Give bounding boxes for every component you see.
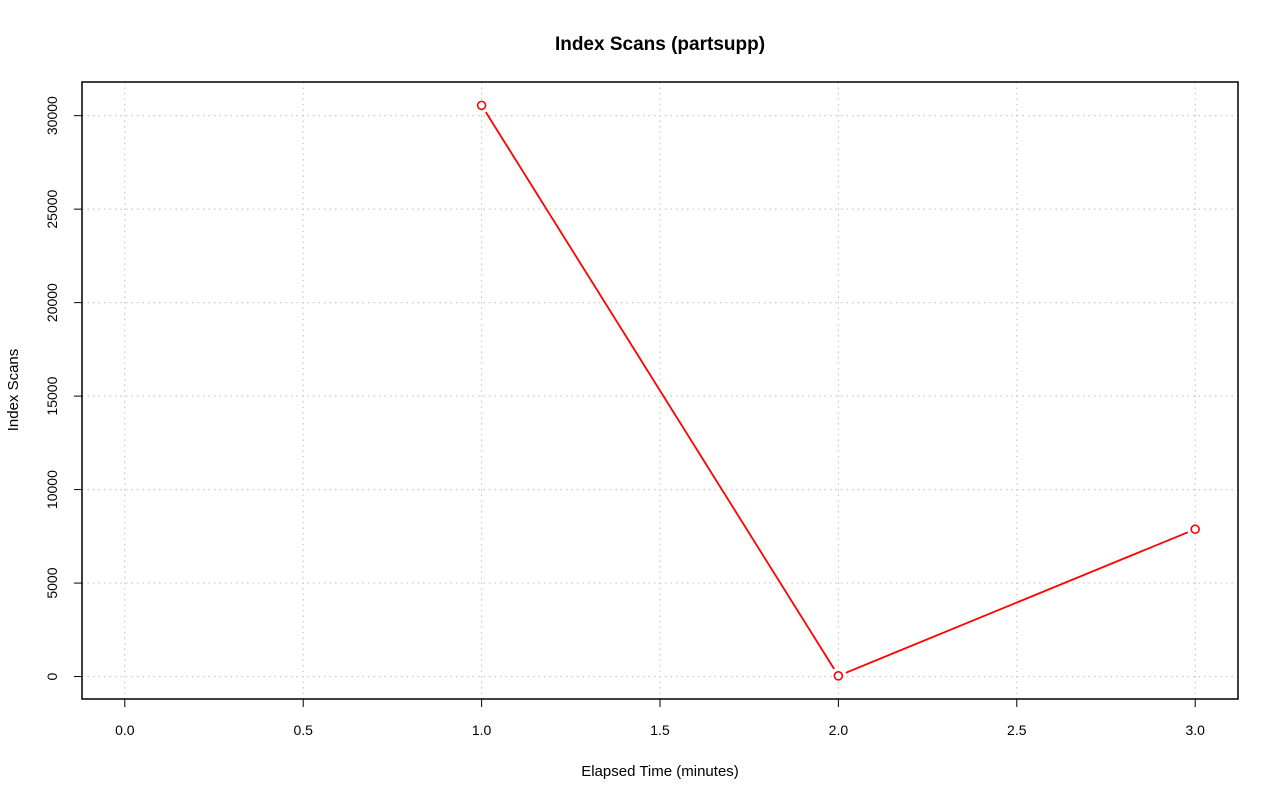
x-axis-label: Elapsed Time (minutes) — [581, 763, 739, 780]
chart-title: Index Scans (partsupp) — [555, 34, 765, 55]
y-tick-label: 25000 — [44, 189, 60, 228]
x-tick-label: 2.0 — [829, 722, 849, 738]
y-axis-label: Index Scans — [5, 349, 22, 432]
y-axis: 0 5000 10000 15000 20000 25000 30000 — [44, 96, 82, 680]
y-tick-label: 15000 — [44, 376, 60, 415]
y-tick-label: 10000 — [44, 470, 60, 509]
data-point — [476, 100, 487, 111]
x-tick-label: 1.5 — [650, 722, 670, 738]
y-tick-label: 20000 — [44, 283, 60, 322]
x-tick-label: 1.0 — [472, 722, 492, 738]
x-tick-label: 2.5 — [1007, 722, 1027, 738]
y-tick-label: 30000 — [44, 96, 60, 135]
x-tick-label: 0.0 — [115, 722, 135, 738]
x-tick-label: 0.5 — [293, 722, 313, 738]
y-tick-label: 0 — [44, 672, 60, 680]
y-tick-label: 5000 — [44, 567, 60, 598]
x-tick-label: 3.0 — [1185, 722, 1205, 738]
series-line-segment — [485, 111, 835, 670]
series-line-segment — [845, 531, 1189, 674]
data-point — [1190, 524, 1200, 535]
series-layer — [476, 100, 1200, 681]
x-axis: 0.0 0.5 1.0 1.5 2.0 2.5 3.0 — [115, 699, 1205, 738]
data-point — [833, 671, 844, 681]
